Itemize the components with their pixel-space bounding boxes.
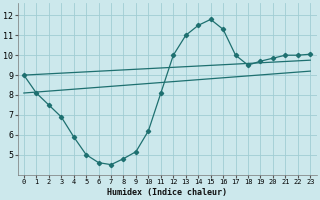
X-axis label: Humidex (Indice chaleur): Humidex (Indice chaleur) [107,188,227,197]
